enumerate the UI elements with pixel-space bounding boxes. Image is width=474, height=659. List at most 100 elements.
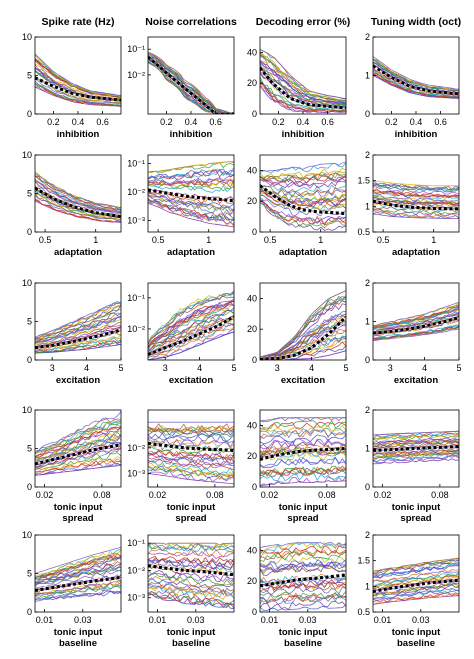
x-axis-label: inhibition — [170, 129, 213, 140]
y-tick-label: 2 — [365, 32, 370, 42]
series-line — [373, 209, 459, 219]
series-line — [373, 592, 459, 603]
series-line — [373, 447, 459, 454]
series-line — [148, 452, 234, 463]
series-line — [148, 326, 234, 359]
y-tick-label: 40 — [247, 165, 257, 175]
series-line — [373, 584, 459, 596]
series-line — [148, 192, 234, 209]
series-line — [148, 569, 234, 583]
series-line — [35, 566, 121, 587]
series-line — [148, 555, 234, 566]
series-line — [260, 465, 346, 476]
series-line — [260, 199, 346, 225]
series-line — [260, 350, 346, 360]
y-tick-label: 0.5 — [357, 607, 370, 617]
series-line — [373, 311, 459, 333]
series-line — [148, 454, 234, 467]
mean-line — [148, 564, 234, 577]
axes-frame — [259, 534, 347, 613]
series-line — [260, 429, 346, 440]
series-line — [260, 61, 346, 105]
x-tick-label: 0.2 — [160, 117, 173, 127]
y-tick-label: 10⁻³ — [127, 469, 145, 479]
y-tick-label: 40 — [247, 420, 257, 430]
mean-line — [35, 575, 121, 592]
y-tick-label: 40 — [247, 47, 257, 57]
series-line — [35, 590, 121, 602]
series-line — [373, 198, 459, 205]
series-line — [35, 60, 121, 99]
series-line — [373, 434, 459, 440]
x-axis-label: adaptation — [279, 247, 327, 258]
x-axis-label: tonic input — [279, 627, 328, 638]
series-line — [148, 432, 234, 442]
y-tick-label: 10⁻¹ — [127, 159, 145, 169]
series-line — [148, 167, 234, 179]
series-line — [148, 190, 234, 205]
x-tick-label: 0.5 — [264, 235, 277, 245]
series-line — [373, 211, 459, 219]
y-tick-label: 1 — [365, 71, 370, 81]
series-line — [260, 328, 346, 360]
mean-line — [35, 76, 121, 102]
column-title: Noise correlations — [145, 16, 237, 28]
series-line — [260, 465, 346, 477]
series-line — [260, 600, 346, 611]
series-line — [148, 54, 234, 114]
y-tick-label: 1.5 — [357, 176, 370, 186]
series-line — [35, 557, 121, 583]
y-tick-label: 5 — [27, 317, 32, 327]
x-axis-label: tonic input — [167, 502, 216, 513]
y-tick-label: 0 — [27, 607, 32, 617]
x-axis-label: adaptation — [167, 247, 215, 258]
series-line — [35, 574, 121, 591]
x-tick-label: 0.08 — [206, 490, 224, 500]
axes-frame — [372, 154, 460, 233]
series-line — [148, 470, 234, 483]
x-tick-label: 1 — [431, 235, 436, 245]
y-tick-label: 0 — [252, 109, 257, 119]
series-line — [373, 568, 459, 583]
x-tick-label: 0.6 — [321, 117, 334, 127]
x-tick-label: 0.08 — [431, 490, 449, 500]
x-tick-label: 0.6 — [209, 117, 222, 127]
y-tick-label: 0 — [252, 482, 257, 492]
x-axis-label: spread — [175, 513, 206, 524]
x-tick-label: 1 — [206, 235, 211, 245]
series-line — [35, 312, 121, 343]
series-line — [260, 467, 346, 477]
series-line — [35, 185, 121, 217]
y-tick-label: 20 — [247, 78, 257, 88]
series-line — [35, 82, 121, 106]
series-line — [148, 177, 234, 186]
series-line — [35, 581, 121, 595]
series-line — [373, 450, 459, 457]
series-line — [35, 420, 121, 455]
x-tick-label: 3 — [275, 363, 280, 373]
series-line — [373, 198, 459, 207]
series-line — [260, 167, 346, 180]
mean-line — [260, 184, 346, 216]
x-tick-label: 0.01 — [374, 615, 392, 625]
series-line — [373, 311, 459, 332]
y-tick-label: 10 — [22, 150, 32, 160]
series-line — [260, 590, 346, 599]
mean-line — [148, 315, 234, 356]
series-line — [373, 191, 459, 199]
axes-frame — [259, 154, 347, 233]
series-line — [260, 439, 346, 449]
mean-line — [148, 55, 234, 114]
series-line — [35, 337, 121, 351]
chart-panel: 10⁻³ 10⁻² 10⁻¹ 0.5 1 adaptation — [127, 154, 235, 258]
y-tick-label: 5 — [27, 569, 32, 579]
series-line — [148, 583, 234, 596]
chart-panel: 0 20 40 0.5 1 adaptation — [247, 154, 347, 258]
series-line — [373, 195, 459, 203]
series-line — [148, 583, 234, 599]
series-line — [373, 55, 459, 90]
mean-line — [373, 445, 459, 452]
x-axis-label: excitation — [169, 375, 214, 386]
